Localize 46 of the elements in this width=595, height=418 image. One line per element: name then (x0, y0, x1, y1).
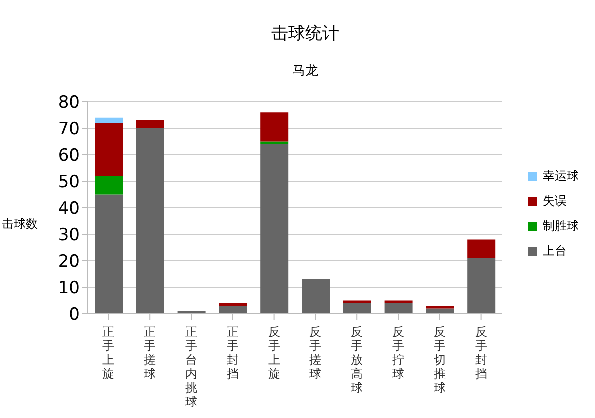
bar (468, 240, 496, 258)
bar (260, 112, 289, 142)
x-tick-label: 正手封挡 (226, 325, 239, 381)
bar (95, 176, 123, 195)
bar (426, 308, 454, 314)
bar (219, 306, 248, 314)
y-tick-label: 60 (58, 146, 80, 166)
y-tick-label: 20 (58, 252, 80, 272)
legend-label: 失误 (543, 193, 567, 210)
bar (426, 306, 454, 309)
y-tick-label: 10 (58, 278, 80, 299)
y-tick-label: 30 (58, 226, 80, 246)
bar (302, 280, 330, 314)
legend-label: 幸运球 (543, 168, 579, 185)
x-tick-label: 反手封挡 (475, 325, 488, 381)
bar (219, 303, 248, 306)
x-tick-label: 反手放高球 (351, 325, 364, 395)
legend-label: 制胜球 (543, 218, 579, 235)
y-tick-label: 70 (58, 120, 80, 140)
bar (95, 123, 123, 176)
y-axis-title: 击球数 (2, 216, 38, 233)
chart-subtitle: 马龙 (292, 63, 320, 80)
x-tick-label: 正手台内挑球 (186, 325, 198, 409)
bar (468, 258, 496, 314)
y-tick-label: 40 (58, 199, 80, 220)
bar (260, 144, 289, 314)
y-tick-label: 0 (69, 305, 80, 326)
bar (343, 300, 372, 304)
bar (260, 142, 289, 144)
x-tick-label: 反手切推球 (434, 325, 446, 395)
bar (343, 303, 372, 314)
x-tick-label: 反手搓球 (310, 325, 322, 381)
y-tick-label: 80 (58, 93, 80, 114)
bar (384, 303, 413, 314)
x-tick-label: 反手拧球 (392, 325, 404, 381)
y-tick-label: 50 (58, 172, 80, 193)
x-tick-label: 正手搓球 (144, 325, 156, 381)
bar (136, 128, 164, 314)
bar (95, 118, 123, 124)
x-tick-label: 正手上旋 (102, 325, 115, 381)
legend-label: 上台 (543, 243, 567, 260)
bar (95, 194, 123, 314)
bar (136, 120, 164, 128)
bar (384, 300, 413, 304)
x-tick-label: 反手上旋 (268, 325, 280, 381)
chart-title: 击球统计 (270, 23, 340, 45)
